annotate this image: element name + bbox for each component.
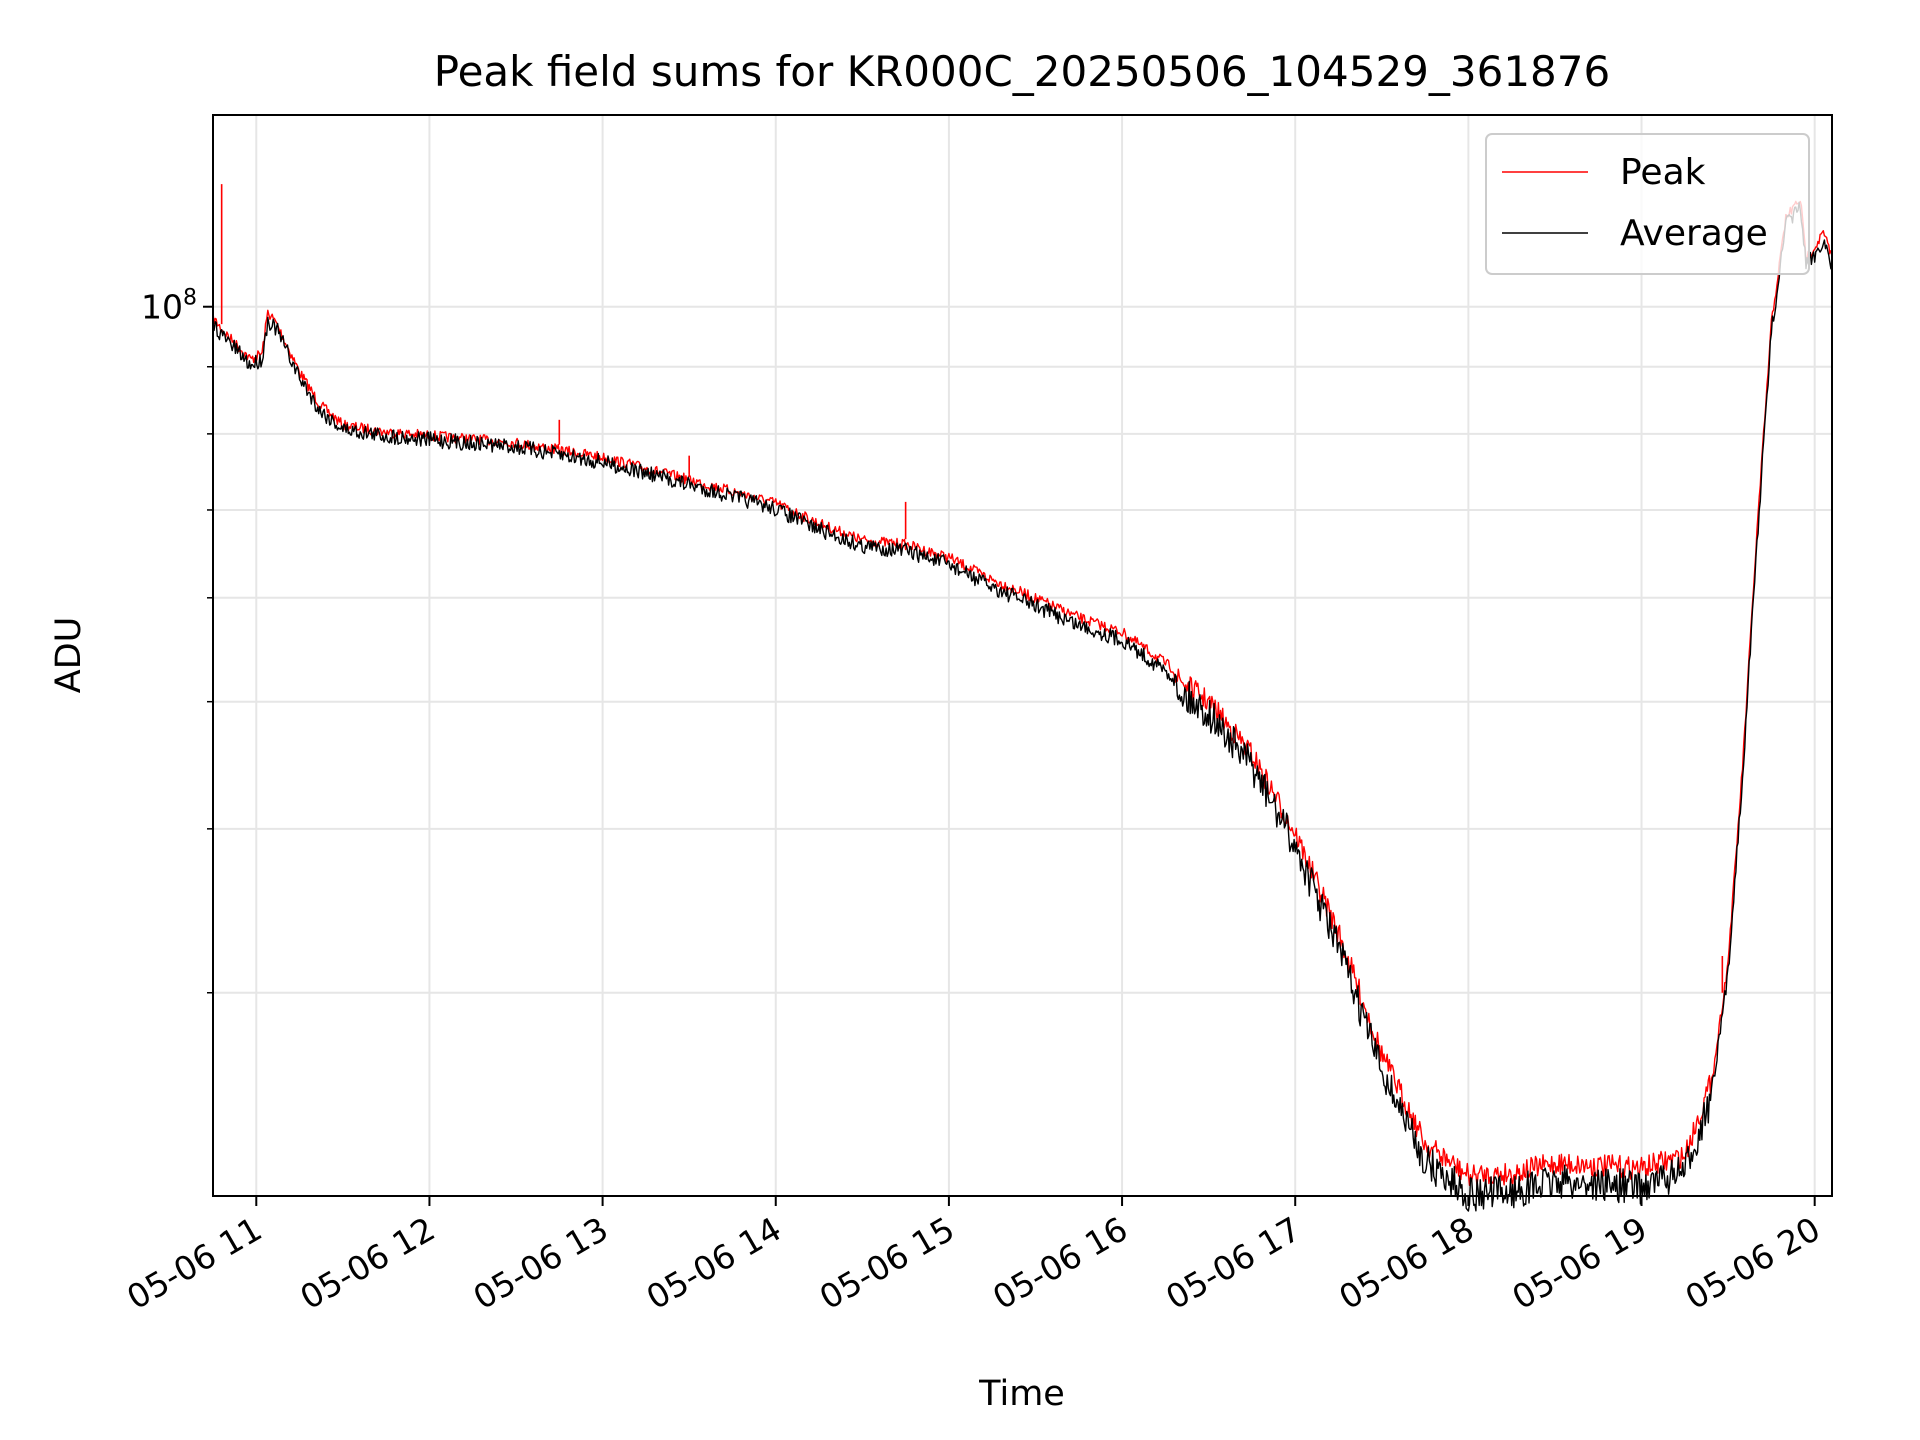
legend: Peak Average [1485, 133, 1810, 275]
chart-title: Peak field sums for KR000C_20250506_1045… [434, 47, 1610, 96]
x-axis-title: Time [978, 1374, 1065, 1414]
legend-label-peak: Peak [1620, 152, 1706, 193]
plot-area [212, 115, 1833, 1212]
y-axis: 108 [141, 286, 213, 994]
legend-label-average: Average [1620, 213, 1768, 254]
axes-frame [212, 114, 1833, 1197]
series-line-average [212, 201, 1833, 1212]
series-line-peak [212, 200, 1833, 1187]
legend-box [1485, 133, 1810, 275]
y-tick-label: 108 [141, 286, 197, 327]
y-axis-title: ADU [49, 617, 89, 694]
